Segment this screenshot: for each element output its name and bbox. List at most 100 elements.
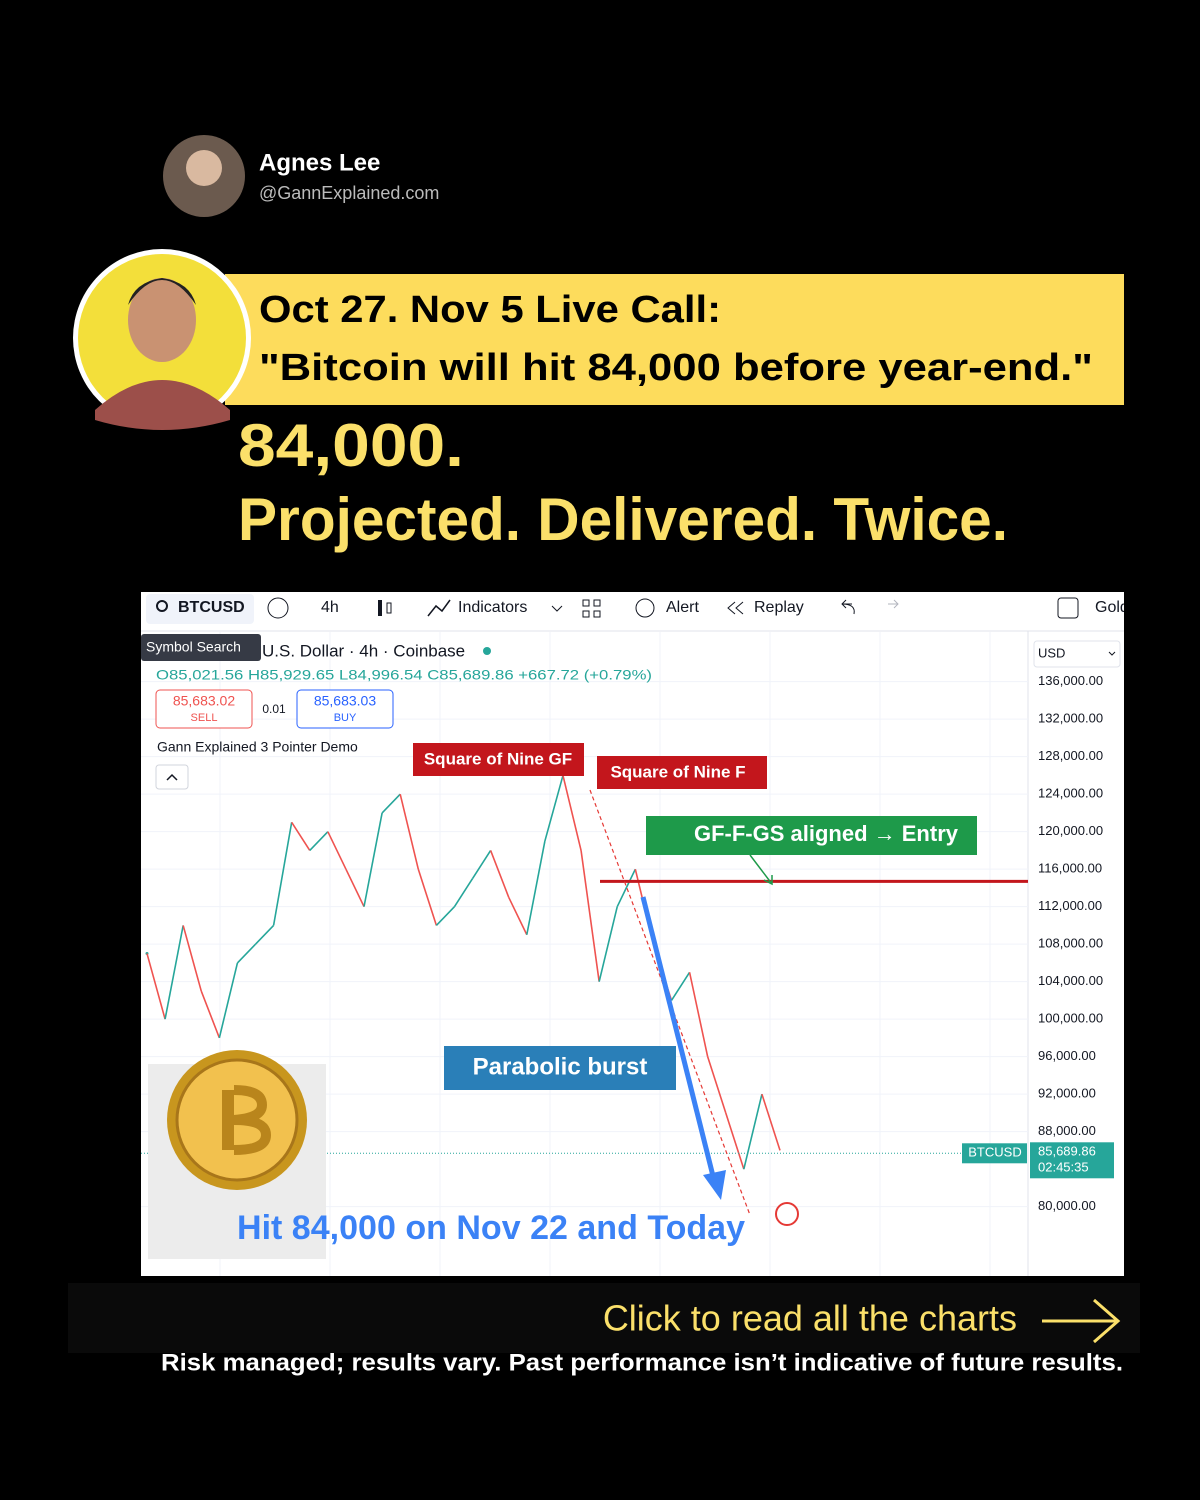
avatar-hair <box>128 278 196 305</box>
price-segment <box>580 850 600 982</box>
collapse-button[interactable] <box>155 764 189 790</box>
annotation: Hit 84,000 on Nov 22 and Today <box>237 1209 745 1247</box>
price-segment <box>598 906 619 982</box>
symbol-tag: BTCUSD <box>968 1145 1021 1160</box>
symbol-tag-bg <box>962 1143 1027 1164</box>
y-tick-label: 108,000.00 <box>1038 936 1103 951</box>
spread: 0.01 <box>262 702 286 716</box>
avatar-face <box>186 150 222 186</box>
author-name: Agnes Lee <box>259 149 380 176</box>
price-segment <box>417 868 438 926</box>
interval[interactable]: 4h <box>321 599 339 616</box>
price-segment <box>381 793 401 814</box>
y-tick-label: 80,000.00 <box>1038 1198 1096 1213</box>
chart-title: U.S. Dollar · 4h · Coinbase <box>262 641 465 660</box>
y-tick-label: 136,000.00 <box>1038 673 1103 688</box>
cta-arrow[interactable] <box>1042 1298 1121 1344</box>
undo-icon[interactable] <box>841 599 855 615</box>
tooltip-text: Symbol Search <box>146 639 241 655</box>
price-segment <box>743 1093 763 1170</box>
author-handle: @GannExplained.com <box>259 183 439 203</box>
dropdown-icon[interactable] <box>551 605 563 612</box>
price-segment <box>562 775 582 851</box>
entry-arrow <box>749 854 773 886</box>
price-segment <box>254 924 275 945</box>
y-tick-label: 120,000.00 <box>1038 823 1103 838</box>
annotation-box <box>646 816 977 855</box>
y-tick-label: 100,000.00 <box>1038 1011 1103 1026</box>
redo-icon[interactable] <box>888 599 899 609</box>
candle-icon[interactable] <box>378 600 382 616</box>
arrow-head <box>703 1170 726 1200</box>
sell-price[interactable]: 85,683.02 <box>173 693 235 709</box>
headline: Projected. Delivered. Twice. <box>238 486 1008 553</box>
collapse-icon <box>166 773 178 781</box>
alert-button[interactable]: Alert <box>666 599 699 616</box>
countdown: 02:45:35 <box>1038 1160 1089 1175</box>
y-tick-label: 132,000.00 <box>1038 711 1103 726</box>
disclaimer: Risk managed; results vary. Past perform… <box>161 1349 1123 1376</box>
avatar-shirt <box>95 380 230 430</box>
y-tick-label: 88,000.00 <box>1038 1123 1096 1138</box>
indicators-icon <box>427 599 451 617</box>
price-segment <box>399 793 420 870</box>
indicator-name: Gann Explained 3 Pointer Demo <box>157 739 358 755</box>
banner-line: Oct 27. Nov 5 Live Call: <box>259 289 721 331</box>
candle-icon <box>386 602 392 614</box>
price-segment <box>435 906 456 926</box>
ohlc: O85,021.56 H85,929.65 L84,996.54 C85,689… <box>156 667 652 683</box>
price-segment <box>544 775 564 842</box>
banner <box>225 274 1124 405</box>
price-segment <box>345 868 365 908</box>
price-segment <box>670 971 691 1001</box>
dropdown-icon <box>1108 651 1116 656</box>
last-price-label: 85,689.86 <box>1038 1144 1096 1159</box>
symbol-button[interactable] <box>146 594 254 624</box>
y-tick-label: 96,000.00 <box>1038 1048 1096 1063</box>
y-tick-label: 128,000.00 <box>1038 748 1103 763</box>
sell-button[interactable] <box>155 689 253 729</box>
tooltip <box>141 634 261 661</box>
replay-button[interactable]: Replay <box>754 599 804 616</box>
currency[interactable]: USD <box>1038 645 1065 660</box>
price-segment <box>688 972 709 1057</box>
price-segment <box>327 831 347 870</box>
annotation-box <box>413 743 584 776</box>
price-segment <box>706 1056 727 1114</box>
price-segment <box>146 953 166 1020</box>
layout-icon[interactable] <box>582 599 590 607</box>
price-segment <box>272 822 293 926</box>
coin-symbol <box>233 1085 272 1155</box>
y-tick-label: 92,000.00 <box>1038 1086 1096 1101</box>
layout-icon <box>593 610 601 618</box>
annotation-box <box>444 1046 676 1090</box>
add-icon[interactable] <box>267 597 289 619</box>
layout-icon <box>593 599 601 607</box>
annotation: Square of Nine F <box>610 762 745 781</box>
annotation: Parabolic burst <box>473 1053 648 1080</box>
sell-label[interactable]: SELL <box>191 712 218 724</box>
price-segment <box>761 1093 781 1151</box>
status-dot <box>483 647 491 655</box>
replay-icon <box>727 601 744 615</box>
cta[interactable]: Click to read all the charts <box>603 1298 1017 1339</box>
price-segment <box>200 990 221 1039</box>
price-segment <box>291 821 311 851</box>
blue-arrow <box>640 896 717 1181</box>
buy-price[interactable]: 85,683.03 <box>314 693 376 709</box>
last-price-bg <box>1030 1142 1114 1179</box>
indicators-button[interactable]: Indicators <box>458 599 527 616</box>
coin-symbol <box>222 1090 234 1150</box>
checkbox[interactable] <box>1057 597 1079 619</box>
buy-button[interactable] <box>296 689 394 729</box>
avatar-face <box>128 278 196 362</box>
symbol[interactable]: BTCUSD <box>178 599 245 616</box>
layout-icon <box>582 610 590 618</box>
price-segment <box>453 878 474 908</box>
currency-select[interactable] <box>1033 640 1121 668</box>
price-segment <box>164 925 184 1020</box>
cta-band[interactable] <box>68 1283 1140 1353</box>
buy-label[interactable]: BUY <box>334 712 357 724</box>
gold-button[interactable]: Gold <box>1095 599 1129 616</box>
